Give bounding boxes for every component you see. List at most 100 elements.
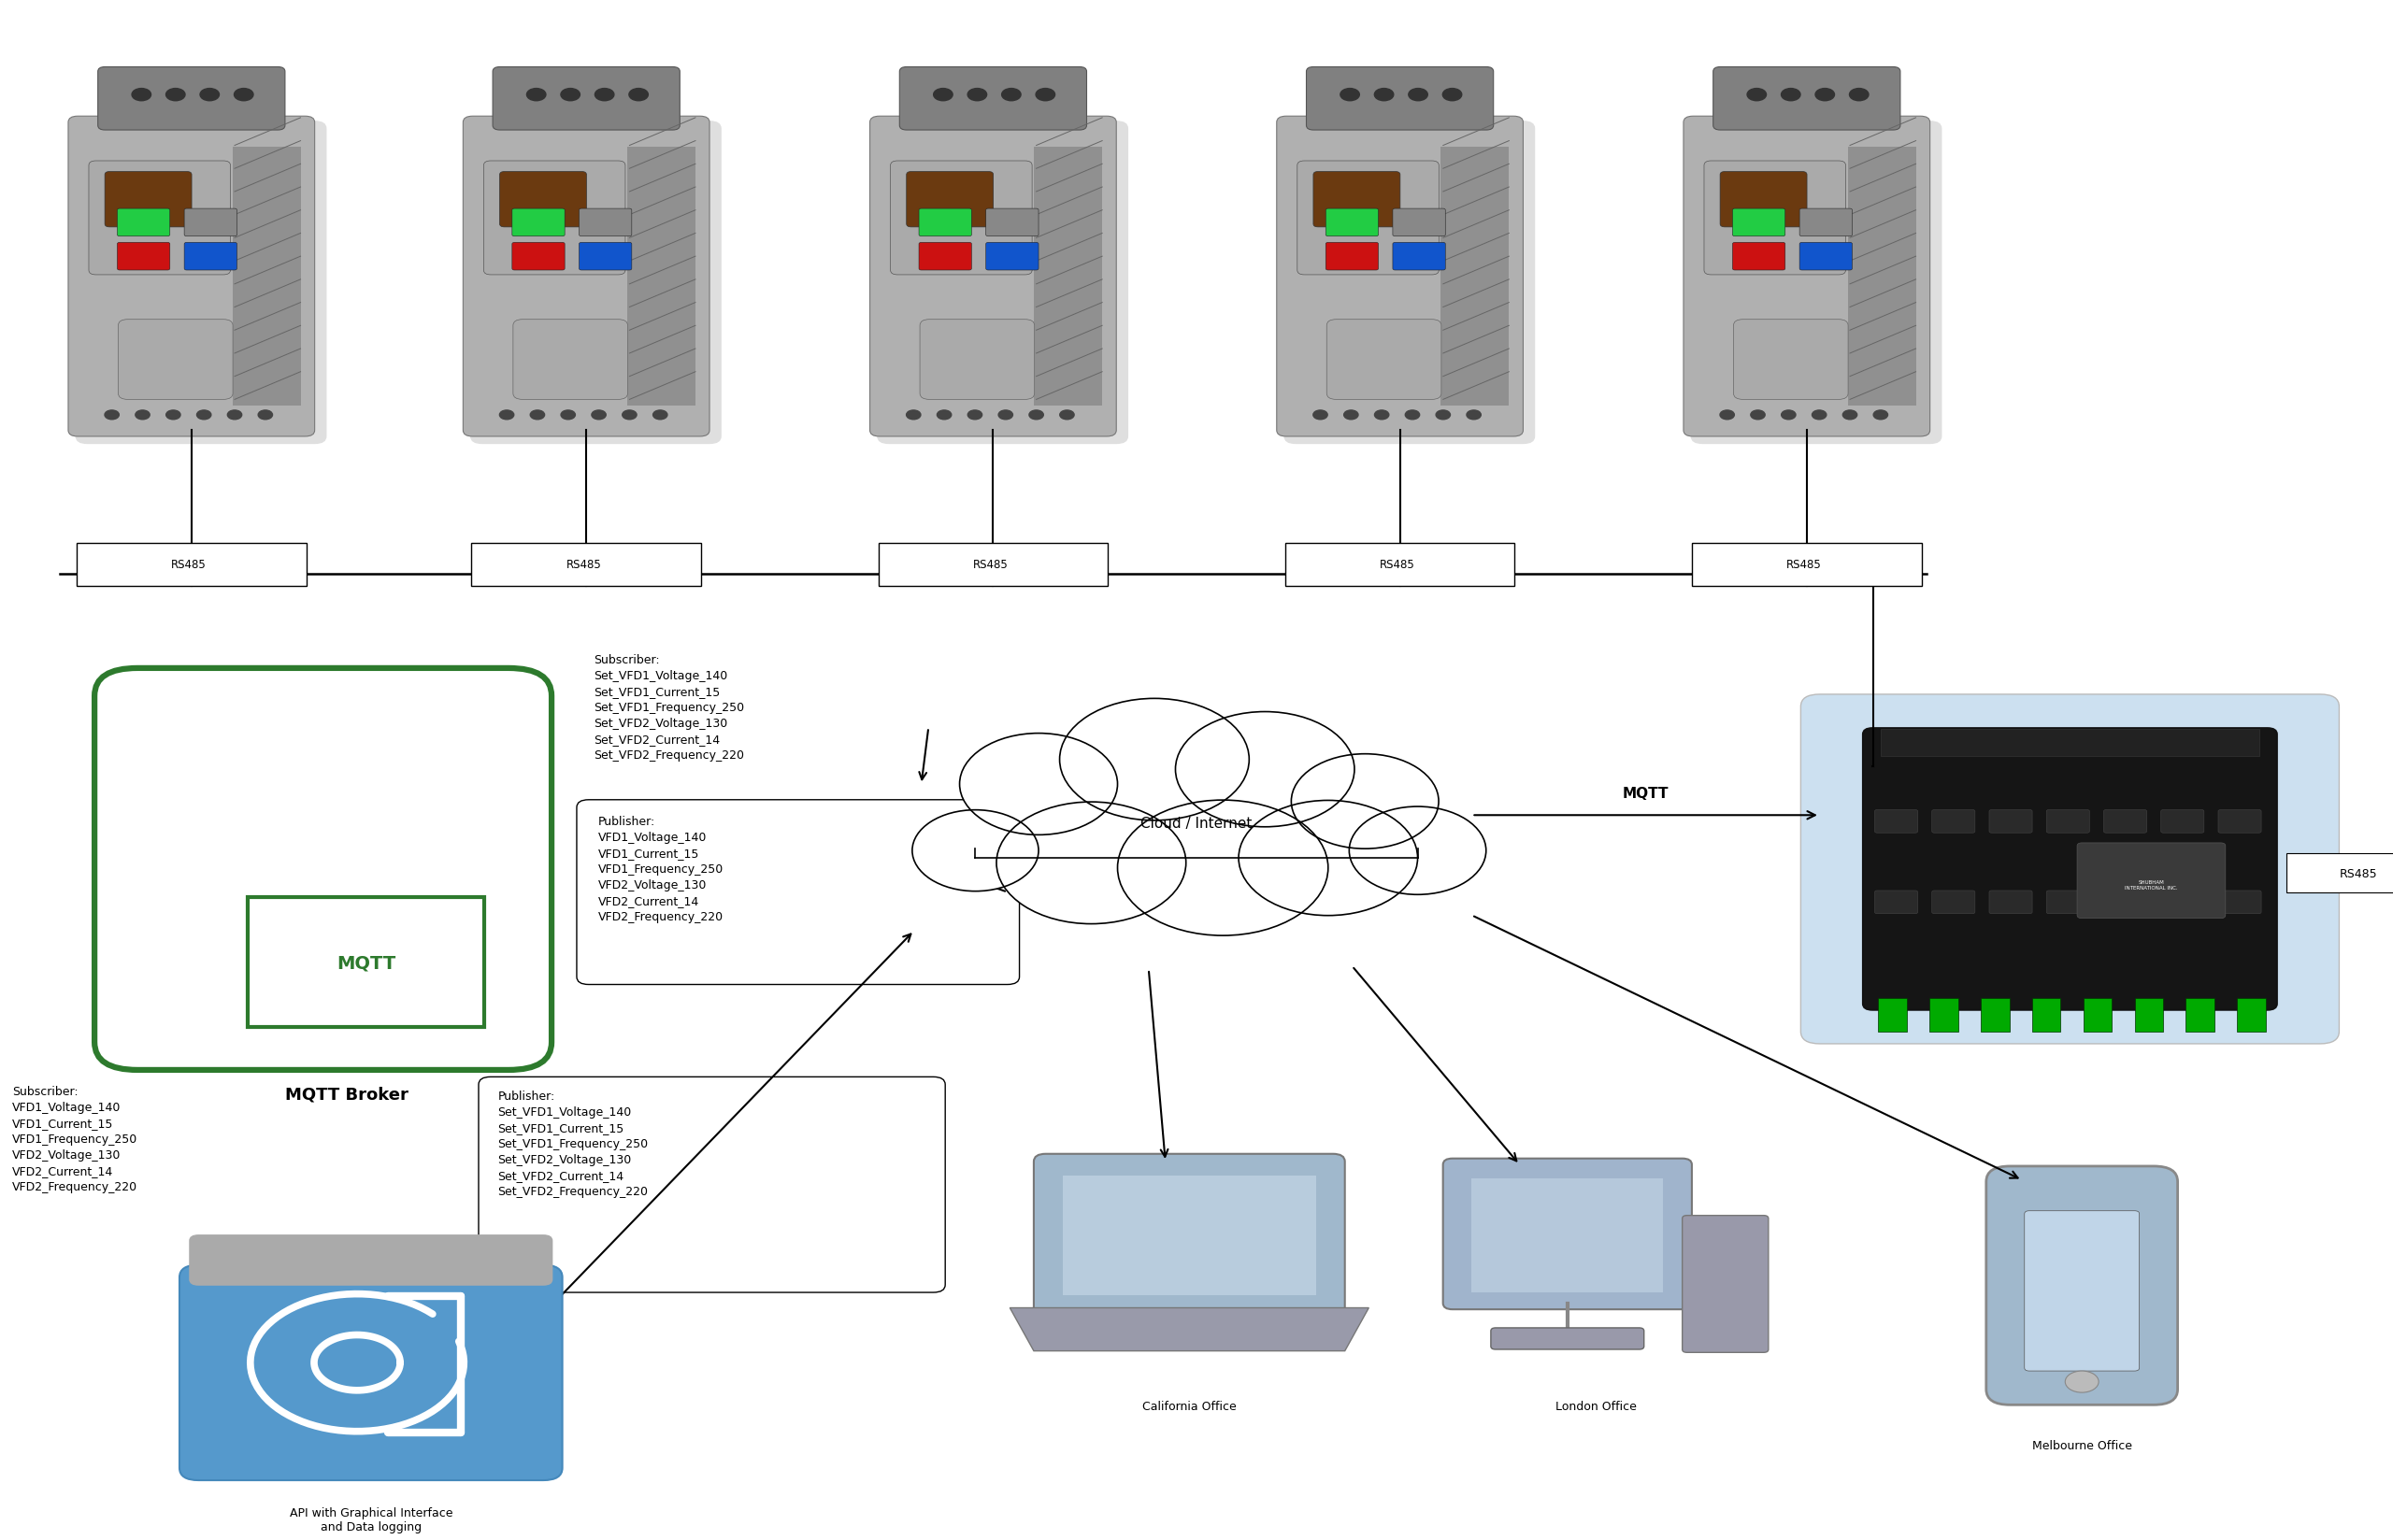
FancyBboxPatch shape [512,320,627,400]
FancyBboxPatch shape [579,209,632,237]
FancyBboxPatch shape [493,68,680,131]
FancyBboxPatch shape [1441,148,1510,407]
FancyBboxPatch shape [1733,320,1847,400]
FancyBboxPatch shape [1472,1178,1663,1292]
Circle shape [1874,411,1888,420]
Circle shape [1060,699,1249,821]
FancyBboxPatch shape [1443,1158,1692,1309]
Circle shape [560,411,574,420]
FancyBboxPatch shape [986,243,1039,271]
FancyBboxPatch shape [900,68,1086,131]
Circle shape [907,411,921,420]
Circle shape [1747,89,1766,102]
FancyBboxPatch shape [1721,172,1807,228]
Text: Publisher:
Set_VFD1_Voltage_140
Set_VFD1_Current_15
Set_VFD1_Frequency_250
Set_V: Publisher: Set_VFD1_Voltage_140 Set_VFD1… [498,1089,649,1197]
Circle shape [165,89,184,102]
FancyBboxPatch shape [907,172,993,228]
FancyBboxPatch shape [1879,998,1907,1032]
Circle shape [1314,411,1328,420]
Text: Modbus RTU: Modbus RTU [1924,736,2001,748]
Text: Melbourne Office: Melbourne Office [2032,1438,2132,1451]
Circle shape [629,89,649,102]
Polygon shape [1010,1307,1369,1351]
Circle shape [1175,711,1354,827]
Circle shape [1292,755,1438,849]
Circle shape [1850,89,1869,102]
Circle shape [1780,89,1800,102]
Text: Publisher:
VFD1_Voltage_140
VFD1_Current_15
VFD1_Frequency_250
VFD2_Voltage_130
: Publisher: VFD1_Voltage_140 VFD1_Current… [598,816,723,922]
Circle shape [995,802,1187,924]
Text: RS485: RS485 [1788,559,1821,571]
FancyBboxPatch shape [464,117,708,437]
FancyBboxPatch shape [117,320,232,400]
Text: VFD 1: VFD 1 [1785,82,1828,95]
Text: RS485: RS485 [2340,869,2376,879]
FancyBboxPatch shape [1929,998,1957,1032]
FancyBboxPatch shape [98,68,285,131]
Circle shape [967,89,986,102]
Text: VFD 2: VFD 2 [1378,82,1421,95]
Text: VFD 3: VFD 3 [972,82,1015,95]
FancyBboxPatch shape [105,172,191,228]
FancyBboxPatch shape [89,162,230,276]
FancyBboxPatch shape [2218,810,2261,833]
FancyBboxPatch shape [1989,810,2032,833]
Circle shape [1340,89,1359,102]
Circle shape [196,411,211,420]
FancyBboxPatch shape [1285,122,1536,445]
Text: RS485: RS485 [1381,559,1414,571]
FancyBboxPatch shape [1704,162,1845,276]
FancyBboxPatch shape [1326,243,1378,271]
Text: Subscriber:
VFD1_Voltage_140
VFD1_Current_15
VFD1_Frequency_250
VFD2_Voltage_130: Subscriber: VFD1_Voltage_140 VFD1_Curren… [12,1084,136,1192]
FancyBboxPatch shape [890,162,1031,276]
FancyBboxPatch shape [1874,892,1917,915]
FancyBboxPatch shape [2161,810,2204,833]
FancyBboxPatch shape [1800,695,2340,1044]
FancyBboxPatch shape [1733,209,1785,237]
Circle shape [1409,89,1429,102]
Circle shape [998,411,1012,420]
Text: VFD 4: VFD 4 [565,82,608,95]
FancyBboxPatch shape [1931,810,1974,833]
FancyBboxPatch shape [232,148,302,407]
Circle shape [531,411,546,420]
FancyBboxPatch shape [627,148,696,407]
Circle shape [596,89,615,102]
FancyBboxPatch shape [577,801,1019,984]
FancyBboxPatch shape [512,209,565,237]
Circle shape [1721,411,1735,420]
FancyBboxPatch shape [2103,892,2147,915]
FancyBboxPatch shape [1393,209,1445,237]
Circle shape [1405,411,1419,420]
FancyBboxPatch shape [1713,68,1900,131]
FancyBboxPatch shape [2046,892,2089,915]
FancyBboxPatch shape [1733,243,1785,271]
FancyBboxPatch shape [2032,998,2060,1032]
FancyBboxPatch shape [871,117,1115,437]
FancyBboxPatch shape [1864,728,2278,1010]
Text: Cloud / Internet: Cloud / Internet [1141,816,1252,830]
FancyBboxPatch shape [1307,68,1493,131]
Circle shape [967,411,981,420]
Text: RS485: RS485 [172,559,206,571]
FancyBboxPatch shape [249,898,486,1027]
FancyBboxPatch shape [1685,117,1929,437]
FancyBboxPatch shape [184,243,237,271]
FancyBboxPatch shape [1847,148,1917,407]
Circle shape [105,411,120,420]
FancyBboxPatch shape [1692,122,1943,445]
Circle shape [960,733,1118,835]
FancyBboxPatch shape [2161,892,2204,915]
FancyBboxPatch shape [2103,810,2147,833]
Text: California Office: California Office [1141,1400,1237,1412]
FancyBboxPatch shape [2084,998,2113,1032]
FancyBboxPatch shape [1285,544,1515,587]
FancyBboxPatch shape [1989,892,2032,915]
Circle shape [912,810,1039,892]
Circle shape [1467,411,1481,420]
FancyBboxPatch shape [184,209,237,237]
FancyBboxPatch shape [77,544,306,587]
FancyBboxPatch shape [77,122,328,445]
Circle shape [1036,89,1055,102]
FancyBboxPatch shape [986,209,1039,237]
